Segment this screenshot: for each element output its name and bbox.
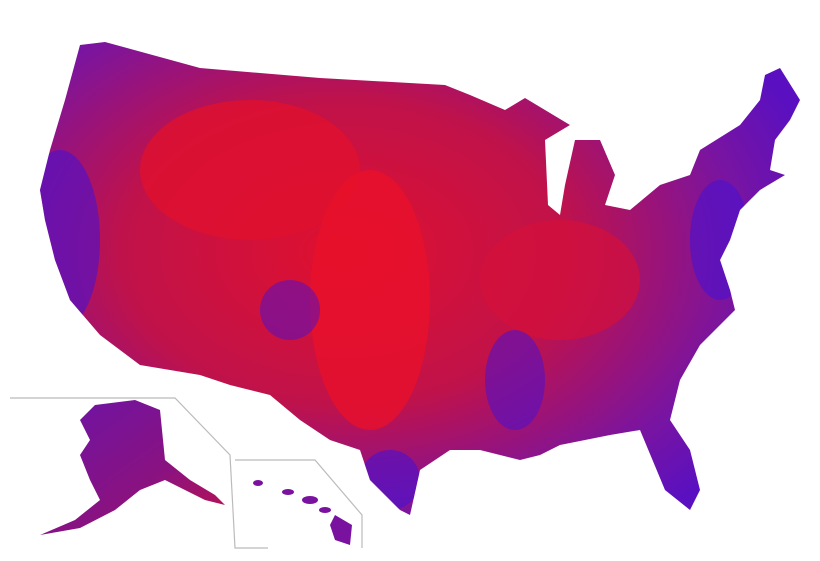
hawaii [253,480,352,545]
blue-region [485,330,545,430]
island [282,489,294,495]
island [253,480,263,486]
red-region [310,170,430,430]
island [302,496,318,504]
island [319,507,331,513]
blue-region [40,150,100,330]
blue-region [360,450,420,510]
alaska-inset-border [10,397,268,549]
blue-region [260,280,320,340]
blue-region [690,180,750,300]
hawaii-inset-border [235,459,363,548]
alaska [40,400,225,535]
island [330,515,352,545]
red-region [140,100,360,240]
inset-borders [10,397,363,549]
red-region [480,220,640,340]
